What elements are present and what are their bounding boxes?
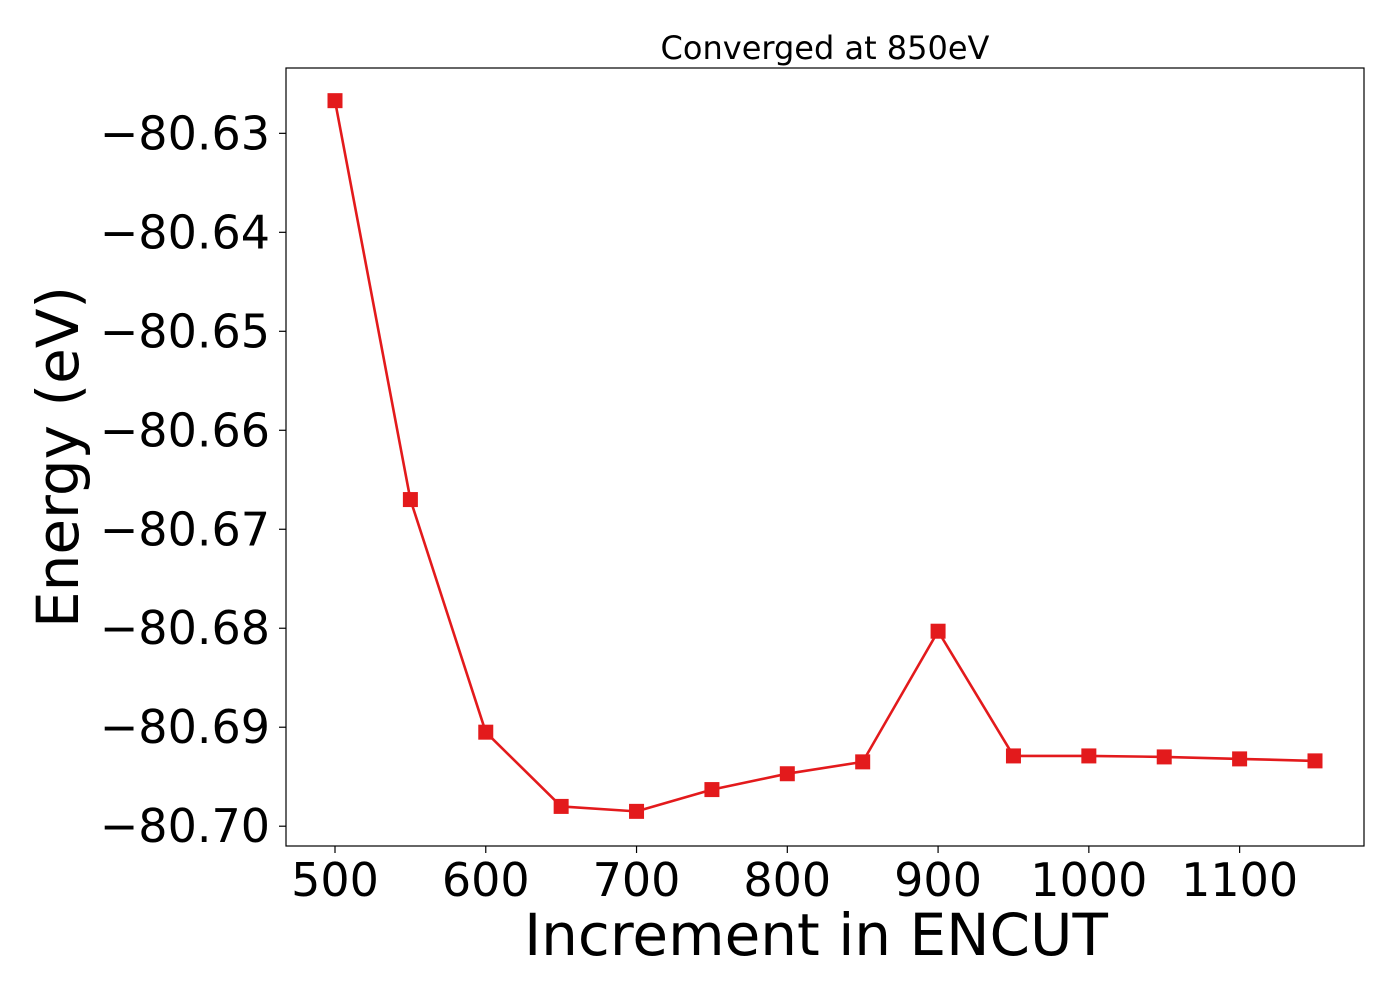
x-tick-label: 700 [593,853,681,907]
data-point [1307,753,1323,769]
x-tick-label: 800 [743,853,831,907]
y-tick-label: −80.68 [100,601,270,655]
data-point [553,798,569,814]
y-tick-label: −80.70 [100,799,270,853]
x-tick-label: 500 [291,853,379,907]
data-point [629,803,645,819]
data-point [779,766,795,782]
x-tick-label: 900 [894,853,982,907]
series-line [333,100,1316,813]
data-point [1081,748,1097,764]
series-layer [327,93,1323,819]
y-axis-label: Energy (eV) [24,286,92,628]
y-tick-label: −80.69 [100,700,270,754]
y-tick-label: −80.66 [100,403,270,457]
y-tick-label: −80.67 [100,502,270,556]
plot-area-frame [285,67,1365,847]
data-point [327,93,343,109]
y-axis-ticks: −80.63 −80.64 −80.65 −80.66 −80.67 −80.68 −80.… [100,106,286,853]
data-point [855,754,871,770]
data-point [402,492,418,508]
y-tick-label: −80.65 [100,304,270,358]
data-point [478,724,494,740]
data-point [1156,749,1172,765]
data-point [704,782,720,798]
x-tick-label: 1000 [1030,853,1147,907]
chart-title: Converged at 850eV [661,29,990,67]
y-tick-label: −80.63 [100,106,270,160]
x-axis-label: Increment in ENCUT [524,901,1108,969]
y-tick-label: −80.64 [100,205,270,259]
data-point [930,623,946,639]
data-point [1232,751,1248,767]
x-axis-ticks: 500 600 700 800 900 1000 1100 [291,846,1298,907]
x-tick-label: 600 [442,853,530,907]
data-point [1005,748,1021,764]
x-tick-label: 1100 [1181,853,1298,907]
